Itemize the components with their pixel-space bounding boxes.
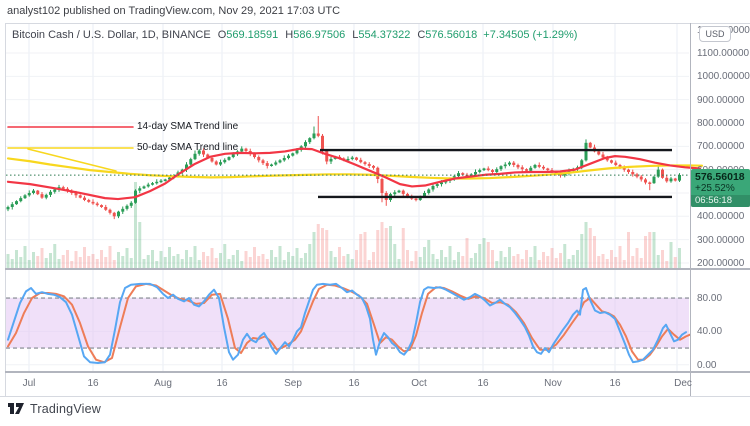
change-value: +7.34505 (+1.29%) bbox=[483, 29, 578, 41]
time-axis-label: 16 bbox=[609, 378, 621, 389]
currency-toggle-button[interactable]: USD bbox=[699, 26, 731, 42]
stoch-tick-label: 40.00 bbox=[697, 326, 723, 338]
time-axis-label: 16 bbox=[216, 378, 228, 389]
time-axis-label: 16 bbox=[348, 378, 360, 389]
stoch-tick-label: 0.00 bbox=[697, 359, 717, 371]
ohlc-close-value: 576.56018 bbox=[425, 29, 478, 41]
price-tick-label: 700.00000 bbox=[697, 141, 745, 153]
time-axis-label: Nov bbox=[544, 378, 562, 389]
time-axis-label: 16 bbox=[477, 378, 489, 389]
tradingview-brand-text[interactable]: TradingView bbox=[30, 401, 101, 416]
last-price-badge: 576.56018 +25.52% 06:56:18 bbox=[691, 169, 750, 208]
price-tick-label: 200.00000 bbox=[697, 257, 745, 269]
time-axis-label: Jul bbox=[22, 378, 36, 389]
time-axis-label: Sep bbox=[284, 378, 302, 389]
time-axis-label: Dec bbox=[674, 378, 692, 389]
tradingview-attribution[interactable]: TradingView bbox=[8, 401, 101, 416]
price-tick-label: 900.00000 bbox=[697, 94, 745, 106]
ohlc-low-value: 554.37322 bbox=[358, 29, 411, 41]
symbol-header: Bitcoin Cash / U.S. Dollar, 1D, BINANCE O… bbox=[12, 29, 577, 41]
price-tick-label: 400.00000 bbox=[697, 211, 745, 223]
price-tick-label: 1100.00000 bbox=[697, 48, 750, 59]
published-info: analyst102 published on TradingView.com,… bbox=[7, 5, 341, 17]
price-tick-label: 1000.00000 bbox=[697, 71, 750, 83]
price-change-percent: +25.52% bbox=[695, 183, 735, 195]
last-price-value: 576.56018 bbox=[695, 171, 745, 184]
ohlc-close-prefix: C bbox=[417, 29, 426, 41]
time-axis-label: Aug bbox=[154, 378, 172, 389]
ohlc-high-prefix: H bbox=[285, 29, 294, 41]
time-axis-label: 16 bbox=[87, 378, 99, 389]
ohlc-low-prefix: L bbox=[352, 29, 359, 41]
time-axis-label: Oct bbox=[411, 378, 427, 389]
sma50-annotation-label[interactable]: 50-day SMA Trend line bbox=[137, 142, 239, 153]
ohlc-high-value: 586.97506 bbox=[293, 29, 346, 41]
ohlc-open-prefix: O bbox=[217, 29, 227, 41]
sma14-annotation-label[interactable]: 14-day SMA Trend line bbox=[137, 121, 239, 132]
symbol-title[interactable]: Bitcoin Cash / U.S. Dollar, 1D, BINANCE bbox=[12, 29, 211, 41]
price-tick-label: 300.00000 bbox=[697, 234, 745, 246]
ohlc-open-value: 569.18591 bbox=[226, 29, 279, 41]
bar-countdown: 06:56:18 bbox=[691, 195, 750, 208]
price-tick-label: 800.00000 bbox=[697, 117, 745, 129]
tradingview-logo-icon bbox=[8, 403, 24, 414]
stoch-tick-label: 80.00 bbox=[697, 293, 723, 305]
